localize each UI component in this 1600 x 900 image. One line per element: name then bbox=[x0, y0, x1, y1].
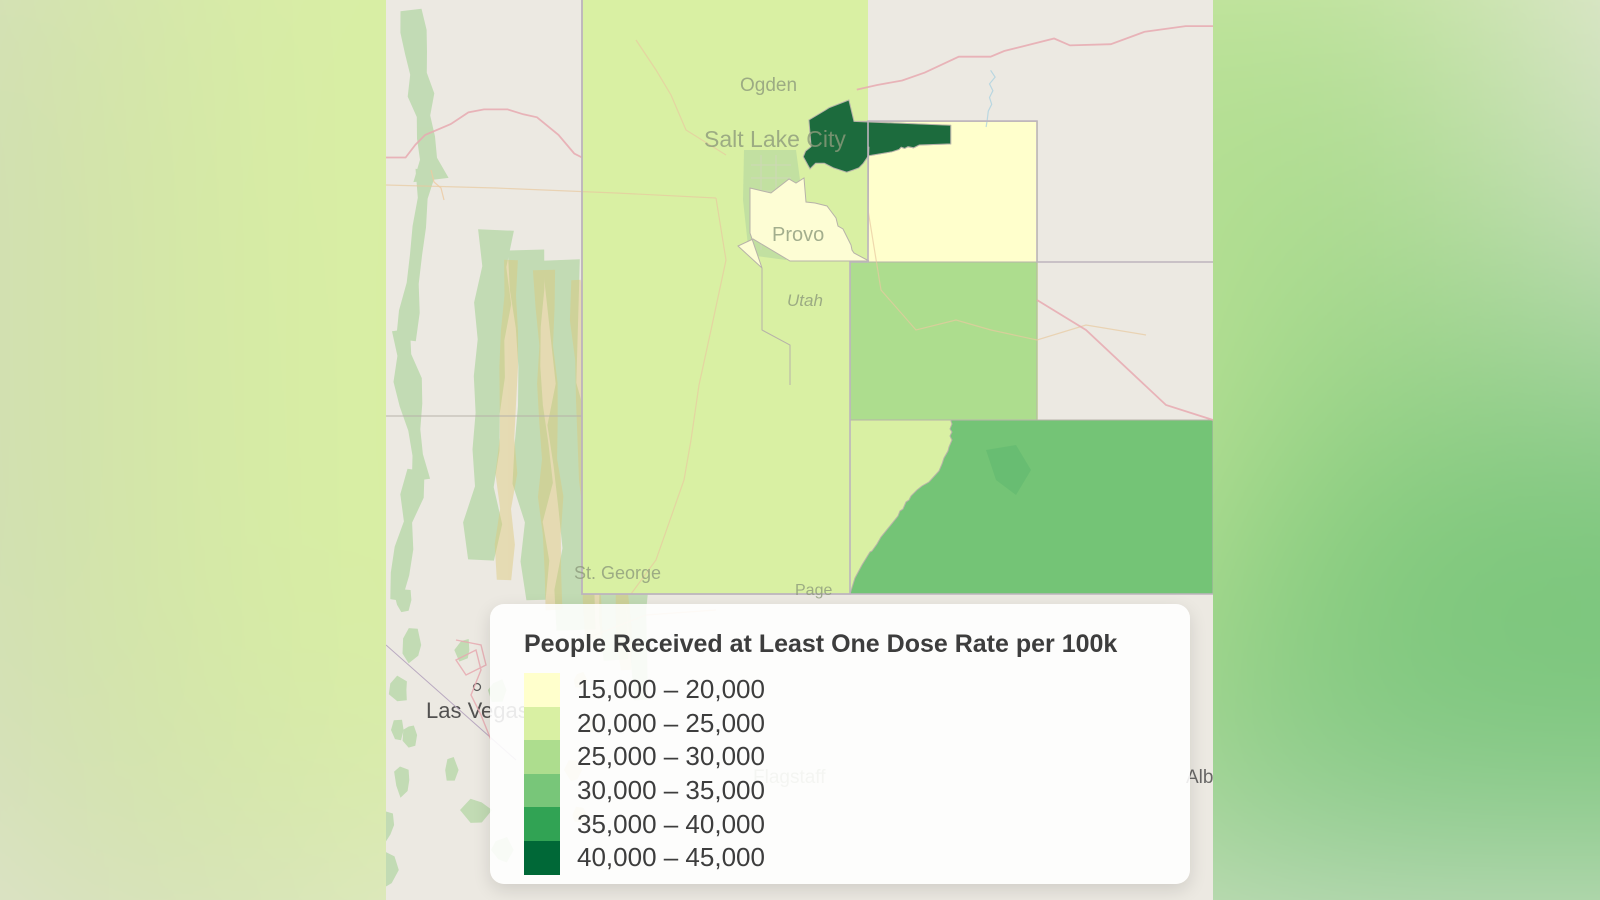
svg-text:St. George: St. George bbox=[574, 563, 661, 583]
svg-text:Page: Page bbox=[795, 582, 832, 599]
svg-text:Ogden: Ogden bbox=[740, 75, 797, 96]
svg-text:St. George: St. George bbox=[78, 812, 357, 876]
svg-text:Salt Lake City: Salt Lake City bbox=[704, 126, 846, 152]
svg-text:Utah: Utah bbox=[787, 291, 823, 310]
svg-text:Provo: Provo bbox=[772, 224, 824, 246]
svg-text:Albuquerque: Albuquerque bbox=[1186, 767, 1213, 788]
